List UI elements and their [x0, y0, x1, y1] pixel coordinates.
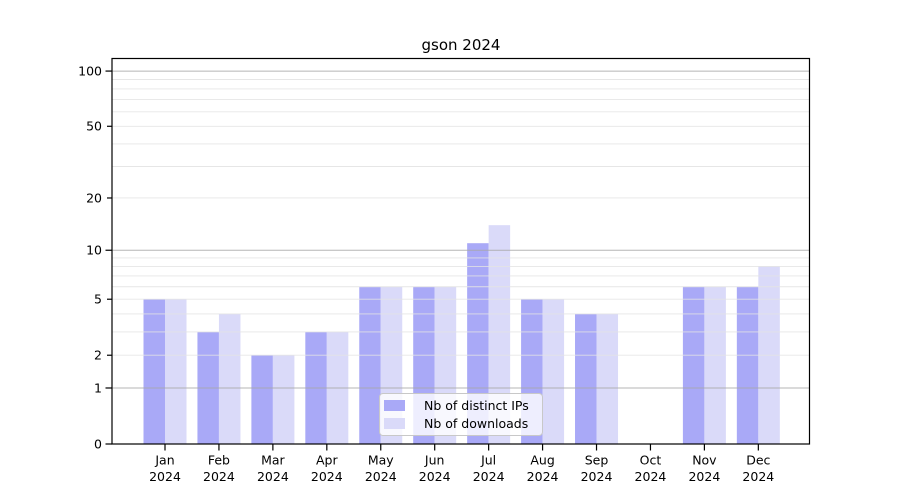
- x-tick-label-month: Nov: [692, 453, 717, 468]
- x-tick-label-year: 2024: [419, 469, 451, 484]
- bar-downloads: [596, 313, 619, 444]
- x-tick-label-year: 2024: [149, 469, 181, 484]
- legend-row-downloads: Nb of downloads: [384, 416, 536, 431]
- x-tick-label-month: Jan: [154, 453, 174, 468]
- legend-label-downloads: Nb of downloads: [424, 415, 529, 431]
- legend-swatch-downloads: [384, 417, 405, 429]
- x-tick-label-year: 2024: [311, 469, 343, 484]
- x-tick-label-year: 2024: [365, 469, 397, 484]
- y-tick-label: 100: [78, 63, 102, 78]
- x-tick-label-year: 2024: [527, 469, 559, 484]
- chart-title: gson 2024: [421, 36, 501, 54]
- y-tick-label: 0: [94, 436, 102, 451]
- bar-downloads: [272, 355, 295, 444]
- y-tick-label: 50: [86, 119, 102, 134]
- y-tick-label: 5: [94, 292, 102, 307]
- x-tick-label-year: 2024: [473, 469, 505, 484]
- y-tick-label: 1: [94, 380, 102, 395]
- x-tick-label-year: 2024: [581, 469, 613, 484]
- bar-downloads: [704, 286, 726, 444]
- x-tick-label-month: Jun: [424, 453, 445, 468]
- y-tick-label: 20: [86, 190, 102, 205]
- legend-row-distinct-ips: Nb of distinct IPs: [384, 398, 536, 413]
- x-tick-label-month: Feb: [208, 453, 230, 468]
- x-tick-label-year: 2024: [742, 469, 774, 484]
- legend: Nb of distinct IPs Nb of downloads: [379, 393, 543, 436]
- bar-distinct-ips: [251, 355, 273, 444]
- x-tick-label-month: Dec: [746, 453, 770, 468]
- bar-downloads: [165, 299, 187, 444]
- x-tick-label-month: Oct: [640, 453, 662, 468]
- bar-distinct-ips: [736, 286, 759, 444]
- x-tick-label-month: Jul: [480, 453, 496, 468]
- x-tick-label-month: May: [368, 453, 394, 468]
- x-tick-label-year: 2024: [203, 469, 235, 484]
- x-tick-label-month: Mar: [261, 453, 285, 468]
- y-tick-label: 10: [86, 243, 102, 258]
- bar-downloads: [218, 313, 241, 444]
- x-tick-label-year: 2024: [635, 469, 667, 484]
- bar-distinct-ips: [143, 299, 165, 444]
- x-tick-label-month: Aug: [530, 453, 554, 468]
- x-tick-label-year: 2024: [688, 469, 720, 484]
- bar-distinct-ips: [682, 286, 705, 444]
- bar-distinct-ips: [359, 286, 381, 444]
- bar-downloads: [542, 299, 565, 444]
- legend-swatch-distinct-ips: [384, 400, 405, 412]
- x-tick-label-month: Sep: [585, 453, 609, 468]
- x-tick-label-month: Apr: [316, 453, 338, 468]
- x-tick-label-year: 2024: [257, 469, 289, 484]
- bar-downloads: [488, 225, 511, 444]
- legend-label-distinct-ips: Nb of distinct IPs: [424, 398, 529, 414]
- plot-border: [111, 57, 811, 445]
- bar-distinct-ips: [575, 313, 597, 444]
- y-tick-label: 2: [94, 348, 102, 363]
